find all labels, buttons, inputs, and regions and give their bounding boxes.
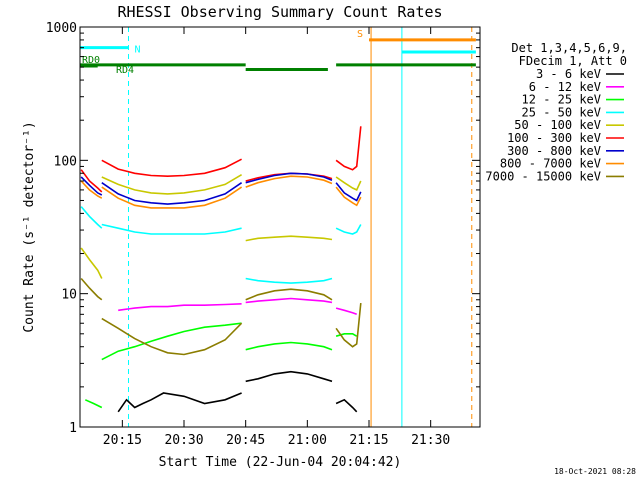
- y-axis-label: Count Rate (s⁻¹ detector⁻¹): [22, 121, 37, 332]
- series-line-1-1: [245, 297, 333, 304]
- y-tick-label-3: 1000: [46, 21, 77, 36]
- series-line-2-1: [101, 322, 242, 361]
- x-tick-label-3: 21:00: [288, 433, 327, 448]
- x-tick-label-5: 21:30: [411, 433, 450, 448]
- series-line-5-1: [101, 158, 242, 178]
- series-line-6-0: [80, 176, 103, 196]
- x-tick-label-2: 20:45: [226, 433, 265, 448]
- legend-label-0: 3 - 6 keV: [536, 67, 601, 81]
- series-line-3-3: [335, 224, 362, 235]
- y-tick-label-1: 10: [61, 288, 77, 303]
- series-line-2-2: [245, 341, 333, 351]
- series-line-0-1: [245, 370, 333, 383]
- y-tick-label-2: 100: [54, 154, 77, 169]
- series-line-6-1: [101, 182, 243, 205]
- series-line-5-3: [335, 126, 362, 171]
- legend-label-4: 50 - 100 keV: [514, 118, 601, 132]
- series-line-8-0: [80, 277, 103, 301]
- axes: 20:15 20:30 20:45 21:00 21:15 21:30 1 10 100 1000: [46, 21, 480, 448]
- series-line-5-0: [80, 169, 103, 193]
- x-axis-label: Start Time (22-Jun-04 20:04:42): [159, 455, 402, 470]
- series-line-7-0: [80, 180, 103, 199]
- series-line-4-0: [80, 247, 103, 279]
- series-line-4-2: [245, 235, 333, 242]
- x-tick-label-1: 20:30: [164, 433, 203, 448]
- series-line-3-1: [101, 223, 242, 235]
- plot-frame: [79, 26, 481, 428]
- series-line-6-2: [245, 172, 333, 184]
- series-line-2-0: [84, 399, 103, 409]
- series-line-7-2: [245, 175, 333, 188]
- series-line-0-2: [335, 398, 358, 413]
- series-line-1-0: [118, 303, 242, 312]
- legend-header-0: Det 1,3,4,5,6,9,: [511, 41, 627, 55]
- series-line-3-2: [245, 277, 333, 284]
- status-bar-label-3: RD0: [82, 55, 100, 66]
- legend-label-8: 7000 - 15000 keV: [485, 169, 601, 183]
- footer-timestamp: 18-Oct-2021 08:28: [554, 467, 636, 476]
- legend-label-3: 25 - 50 keV: [522, 105, 601, 119]
- legend-header-1: FDecim 1, Att 0: [519, 54, 627, 68]
- legend-label-2: 12 - 25 keV: [522, 93, 601, 107]
- series-line-6-3: [335, 182, 362, 202]
- status-bar-label-1: S: [357, 29, 363, 40]
- plot-area: N S RD0 RD4: [79, 27, 476, 427]
- legend: Det 1,3,4,5,6,9,FDecim 1, Att 03 - 6 keV…: [485, 41, 627, 183]
- series-line-8-1: [101, 317, 243, 356]
- y-tick-label-0: 1: [69, 421, 77, 436]
- status-bar-label-0: N: [135, 45, 141, 56]
- series-line-0-0: [117, 392, 242, 413]
- series-line-8-2: [245, 288, 333, 301]
- series-line-7-3: [335, 186, 362, 207]
- series-line-7-1: [101, 186, 243, 209]
- series-line-3-0: [80, 206, 103, 229]
- series-line-4-1: [101, 174, 243, 195]
- legend-label-7: 800 - 7000 keV: [500, 157, 601, 171]
- chart-title: RHESSI Observing Summary Count Rates: [117, 3, 442, 21]
- legend-label-5: 100 - 300 keV: [507, 131, 601, 145]
- series-line-8-3: [335, 303, 362, 348]
- legend-label-6: 300 - 800 keV: [507, 144, 601, 158]
- status-bar-label-4: RD4: [116, 65, 134, 76]
- x-tick-label-4: 21:15: [349, 433, 388, 448]
- x-tick-label-0: 20:15: [103, 433, 142, 448]
- series-line-4-3: [335, 176, 362, 191]
- legend-label-1: 6 - 12 keV: [529, 80, 601, 94]
- series-line-1-2: [335, 307, 357, 316]
